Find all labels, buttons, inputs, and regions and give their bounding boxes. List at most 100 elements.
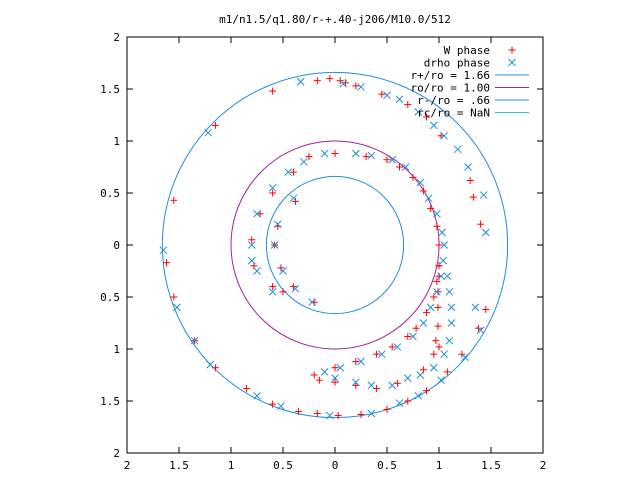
point-series-1-74: [443, 272, 452, 281]
point-series-1-8: [453, 145, 462, 154]
point-series-1-38: [253, 267, 261, 275]
point-series-0-74: [432, 337, 440, 345]
point-series-1-24: [461, 353, 469, 362]
point-series-0-48: [383, 156, 391, 164]
point-series-1-15: [190, 336, 199, 345]
circle-series-2: [161, 71, 509, 419]
x-tick-label: 1: [436, 459, 443, 472]
x-tick-label: 0: [332, 459, 339, 472]
point-series-1-48: [433, 209, 441, 218]
point-series-1-36: [253, 209, 261, 218]
point-series-0-59: [412, 324, 420, 332]
point-series-0-50: [409, 173, 417, 181]
point-series-0-67: [331, 378, 339, 386]
point-series-0-41: [256, 210, 264, 218]
point-series-0-24: [357, 411, 365, 419]
point-series-0-6: [378, 90, 386, 98]
x-tick-label: 0.5: [273, 459, 293, 472]
point-series-1-7: [440, 131, 449, 140]
point-series-0-26: [404, 397, 412, 405]
point-series-1-45: [401, 163, 410, 171]
x-tick-label: 2: [124, 459, 131, 472]
point-series-1-69: [440, 350, 449, 359]
y-tick-label: 1.5: [100, 83, 120, 96]
point-series-0-45: [279, 288, 287, 296]
point-series-0-61: [388, 343, 396, 351]
point-series-0-70: [393, 379, 401, 387]
point-series-0-51: [419, 187, 427, 195]
point-series-0-5: [352, 82, 360, 90]
point-series-0-73: [430, 350, 438, 358]
legend-label: drho phase: [424, 57, 490, 70]
point-series-0-79: [435, 262, 443, 270]
point-series-1-43: [367, 151, 376, 160]
point-series-0-44: [269, 283, 277, 291]
point-series-0-28: [443, 368, 451, 376]
point-series-0-52: [427, 205, 435, 213]
legend-label: rc/ro = NaN: [417, 107, 490, 120]
point-series-1-21: [395, 399, 404, 407]
point-series-1-50: [440, 241, 449, 249]
x-tick-label: 2: [540, 459, 547, 472]
point-series-1-47: [424, 194, 433, 203]
point-series-1-32: [308, 298, 316, 307]
y-tick-label: 1: [113, 343, 120, 356]
point-series-1-30: [279, 267, 287, 275]
point-series-1-56: [409, 332, 417, 341]
point-series-1-54: [426, 303, 435, 312]
x-tick-label: 1.5: [169, 459, 189, 472]
y-tick-label: 2: [113, 447, 120, 460]
point-series-1-16: [206, 360, 215, 369]
point-series-1-4: [395, 95, 404, 104]
point-series-1-49: [438, 228, 446, 237]
point-series-0-53: [433, 222, 441, 230]
legend-entry-0: W phase: [444, 44, 516, 57]
point-series-1-68: [429, 363, 438, 372]
point-series-0-42: [248, 236, 256, 244]
legend-label: ro/ro = 1.00: [411, 82, 490, 95]
point-series-1-26: [471, 303, 480, 312]
point-series-1-14: [173, 303, 181, 312]
point-series-1-44: [388, 155, 397, 164]
legend-marker: [508, 46, 516, 54]
point-series-0-14: [170, 196, 178, 204]
point-series-0-23: [334, 412, 342, 420]
point-series-1-0: [296, 77, 305, 86]
point-series-0-13: [211, 121, 219, 129]
point-series-1-53: [433, 287, 441, 296]
point-series-0-65: [310, 371, 318, 379]
point-series-0-21: [295, 407, 303, 415]
points-layer: [159, 75, 490, 420]
point-series-0-4: [341, 79, 349, 87]
point-series-0-20: [269, 400, 277, 408]
point-series-1-10: [479, 191, 488, 199]
x-tick-label: 1: [228, 459, 235, 472]
point-series-0-35: [277, 264, 285, 272]
point-series-1-28: [273, 220, 282, 229]
point-series-1-1: [339, 79, 348, 88]
circle-series-3: [230, 140, 440, 350]
point-series-1-52: [437, 272, 445, 281]
y-tick-label: 0.5: [100, 291, 120, 304]
legend-label: W phase: [444, 44, 490, 57]
point-series-1-57: [393, 343, 402, 351]
point-series-1-40: [247, 256, 256, 265]
point-series-0-8: [423, 113, 431, 121]
point-series-1-59: [357, 357, 365, 366]
point-series-0-16: [170, 293, 178, 301]
point-series-0-25: [383, 405, 391, 413]
legend-entry-4: r-/ro = .66: [417, 94, 529, 107]
point-series-0-38: [305, 153, 313, 161]
x-tick-label: 1.5: [481, 459, 501, 472]
point-series-0-49: [395, 163, 403, 171]
point-series-1-9: [464, 163, 472, 171]
point-series-1-20: [367, 409, 376, 418]
point-series-1-70: [445, 336, 454, 345]
point-series-0-64: [331, 364, 339, 372]
y-tick-label: 2: [113, 31, 120, 44]
point-series-0-19: [243, 385, 251, 393]
point-series-1-41: [320, 149, 329, 158]
point-series-1-11: [481, 228, 490, 237]
point-series-0-62: [373, 350, 381, 358]
y-tick-label: 1: [113, 135, 120, 148]
